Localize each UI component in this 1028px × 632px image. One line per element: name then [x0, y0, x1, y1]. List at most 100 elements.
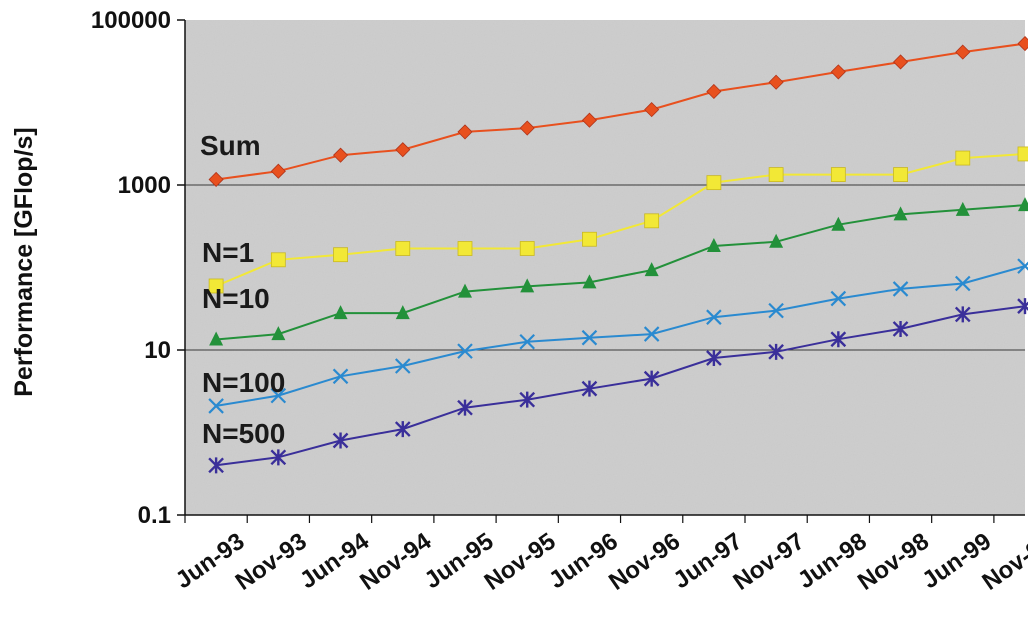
series-label: Sum [200, 130, 261, 161]
x-tick-label: Nov-95 [480, 528, 561, 596]
data-point [706, 349, 722, 366]
data-point [582, 231, 597, 247]
data-point [457, 241, 473, 256]
series-line [215, 265, 1026, 407]
data-point [1018, 197, 1028, 212]
x-tick-label: Nov-97 [729, 528, 810, 596]
data-point [830, 167, 846, 182]
data-point [519, 241, 535, 256]
series-line [215, 152, 1026, 287]
data-point [644, 213, 660, 229]
data-point [208, 398, 224, 414]
data-point [768, 343, 784, 360]
data-point [581, 380, 598, 397]
data-point [830, 331, 847, 348]
series-line [216, 204, 1026, 341]
data-point [892, 54, 909, 70]
data-point [581, 329, 598, 346]
data-point [457, 399, 473, 416]
axes [177, 19, 1025, 523]
data-point [955, 44, 971, 60]
y-tick-label: 1000 [118, 172, 171, 199]
data-point [520, 278, 535, 293]
series-line [215, 305, 1026, 467]
data-point [644, 102, 660, 118]
data-point [332, 147, 349, 163]
x-tick-label: Nov-94 [355, 527, 437, 595]
data-point [394, 421, 411, 438]
data-point [332, 432, 349, 449]
y-tick-label: 0.1 [138, 502, 171, 529]
data-point [830, 64, 846, 80]
data-point [208, 457, 224, 474]
data-point [892, 320, 909, 337]
x-tick-label: Nov-93 [231, 528, 312, 596]
data-point [768, 167, 784, 182]
data-point [519, 333, 535, 350]
data-point [706, 83, 722, 100]
series-line [215, 42, 1026, 181]
y-axis-label: Performance [GFlop/s] [10, 127, 38, 397]
data-point [1017, 146, 1028, 162]
data-point [271, 326, 286, 341]
data-point [769, 233, 784, 248]
y-tick-label: 10 [144, 337, 171, 364]
data-point [332, 368, 349, 385]
data-point [768, 74, 784, 90]
data-point [706, 309, 722, 325]
data-point [209, 331, 224, 346]
data-point [706, 238, 721, 253]
data-point [519, 120, 535, 136]
data-point [208, 171, 224, 188]
x-tick-label: Nov-98 [853, 528, 934, 596]
data-point [395, 241, 411, 256]
data-point [270, 449, 287, 466]
data-point [892, 281, 909, 297]
data-point [706, 175, 722, 191]
data-point [457, 124, 473, 140]
data-point [955, 201, 970, 216]
data-point [643, 326, 660, 342]
data-point [955, 275, 971, 292]
data-point [458, 283, 472, 298]
data-point [208, 278, 224, 294]
data-point [1017, 298, 1028, 315]
data-point [581, 112, 598, 128]
data-point [519, 391, 536, 408]
series-labels: Sum N=1 N=10 N=100 N=500 [200, 130, 285, 449]
data-point [270, 252, 286, 268]
data-point [955, 150, 971, 166]
data-point [395, 305, 410, 320]
data-point [644, 262, 659, 277]
series-lines [215, 42, 1026, 467]
y-tick-label: 100000 [91, 7, 171, 34]
data-point [395, 142, 411, 158]
x-tick-label: Nov-96 [604, 528, 685, 596]
data-point [1017, 258, 1028, 274]
data-point [893, 206, 908, 221]
data-point [333, 247, 348, 263]
data-point [395, 358, 411, 374]
data-point [831, 216, 846, 231]
series-markers [208, 36, 1028, 474]
data-point [830, 290, 847, 307]
data-point [270, 163, 286, 179]
data-point [643, 370, 660, 387]
data-point [333, 305, 348, 320]
series-label: N=1 [202, 237, 254, 268]
data-point [270, 387, 287, 404]
data-point [457, 343, 473, 359]
series-label: N=500 [202, 418, 285, 449]
data-point [582, 274, 597, 289]
gridlines [185, 184, 1025, 351]
data-point [893, 167, 908, 182]
x-tick-labels: Jun-93Nov-93Jun-94Nov-94Jun-95Nov-95Jun-… [171, 527, 1028, 595]
series-label: N=100 [202, 367, 285, 398]
plot-area [185, 20, 1025, 515]
data-point [768, 302, 784, 319]
data-point [1017, 36, 1028, 52]
plot-texture [185, 20, 1025, 515]
data-point [954, 306, 971, 323]
y-tick-labels: 0.1 10 1000 100000 [91, 7, 171, 529]
